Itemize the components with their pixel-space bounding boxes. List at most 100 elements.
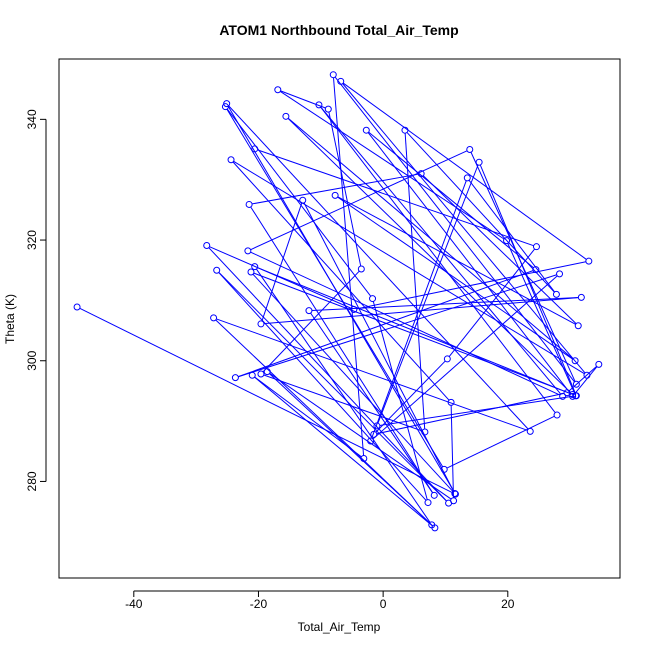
data-point [369,295,377,303]
data-point [424,499,432,507]
data-point [231,374,239,382]
x-tick-label: 20 [501,597,515,611]
data-point [417,170,425,178]
data-point [337,77,345,85]
data-point [556,270,564,278]
data-point [350,305,358,313]
data-point [574,322,582,330]
series-segment [287,117,574,360]
series-segment [287,118,571,393]
data-point [315,101,323,109]
data-point [532,243,540,251]
y-axis: 280 300 320 340 [25,109,47,491]
series-segment [328,111,362,267]
series-segment [446,415,555,469]
data-point [443,355,451,363]
series-segment [252,273,454,492]
data-point [274,86,282,94]
data-point [577,293,585,301]
plot-border [58,58,621,579]
series-segment [404,133,426,429]
data-point [421,428,429,436]
series-segment [261,202,303,322]
data-point [563,389,571,397]
series-segment [254,376,433,527]
data-point [595,360,603,368]
series-segment [257,149,534,247]
series-segment [226,108,372,297]
series-segment [208,247,447,502]
data-point [450,497,458,505]
data-point [503,237,511,245]
series-segment [269,373,430,524]
data-point [357,265,365,273]
series-segment [263,374,423,432]
data-point [282,112,290,120]
data-point [572,380,580,388]
y-tick-label: 340 [25,109,39,129]
data-point [251,145,259,153]
data-point [251,263,259,271]
series-segment [209,246,352,309]
series-segment [218,272,427,501]
data-point [299,196,307,204]
data-point [324,105,332,113]
series-segment [367,132,572,395]
data-point [401,126,409,134]
series-segment [574,366,598,395]
x-axis-label: Total_Air_Temp [298,620,381,634]
data-point [244,247,252,255]
series-segment [468,179,555,293]
data-point [553,411,561,419]
series-segment [232,161,450,401]
series-segment [356,261,586,310]
data-point [572,392,580,400]
data-point [571,357,579,365]
data-point [305,307,313,315]
series-segment [334,76,575,383]
data-point [227,156,235,164]
data-point [583,371,591,379]
series-segment [342,83,586,374]
data-point [248,371,256,379]
series-segment [450,405,454,498]
data-point [559,392,567,400]
series-segment [253,272,574,396]
x-axis: -40 -20 0 20 [125,590,515,611]
x-tick-label: -20 [250,597,268,611]
data-point [367,437,375,445]
y-tick-label: 280 [25,471,39,491]
series-segment [216,318,528,431]
series-segment [269,372,452,500]
series-segment [250,150,468,251]
series-segment [280,91,505,240]
data-point [451,490,459,498]
data-point [585,257,593,265]
data-point [463,174,471,182]
series-segment [280,90,326,109]
series-segment [250,206,434,494]
data-point [451,490,459,498]
series-segment [337,196,573,360]
series-segment [448,248,535,357]
series-segment [377,164,479,424]
data-point [428,521,436,529]
plot-frame [58,58,621,579]
series-segment [368,131,534,269]
data-point [329,71,337,79]
series-segment [568,365,597,392]
data-point [263,368,271,376]
series-segment [303,202,454,492]
series-segment [372,275,558,440]
series-segment [262,270,360,373]
series-segment [371,180,467,439]
series-lines [79,76,598,527]
series-points [73,71,603,532]
series-segment [406,132,555,293]
x-tick-label: 0 [380,597,387,611]
data-point [466,146,474,154]
data-point [73,303,81,311]
x-tick-label: -40 [125,597,143,611]
series-segment [226,108,444,468]
